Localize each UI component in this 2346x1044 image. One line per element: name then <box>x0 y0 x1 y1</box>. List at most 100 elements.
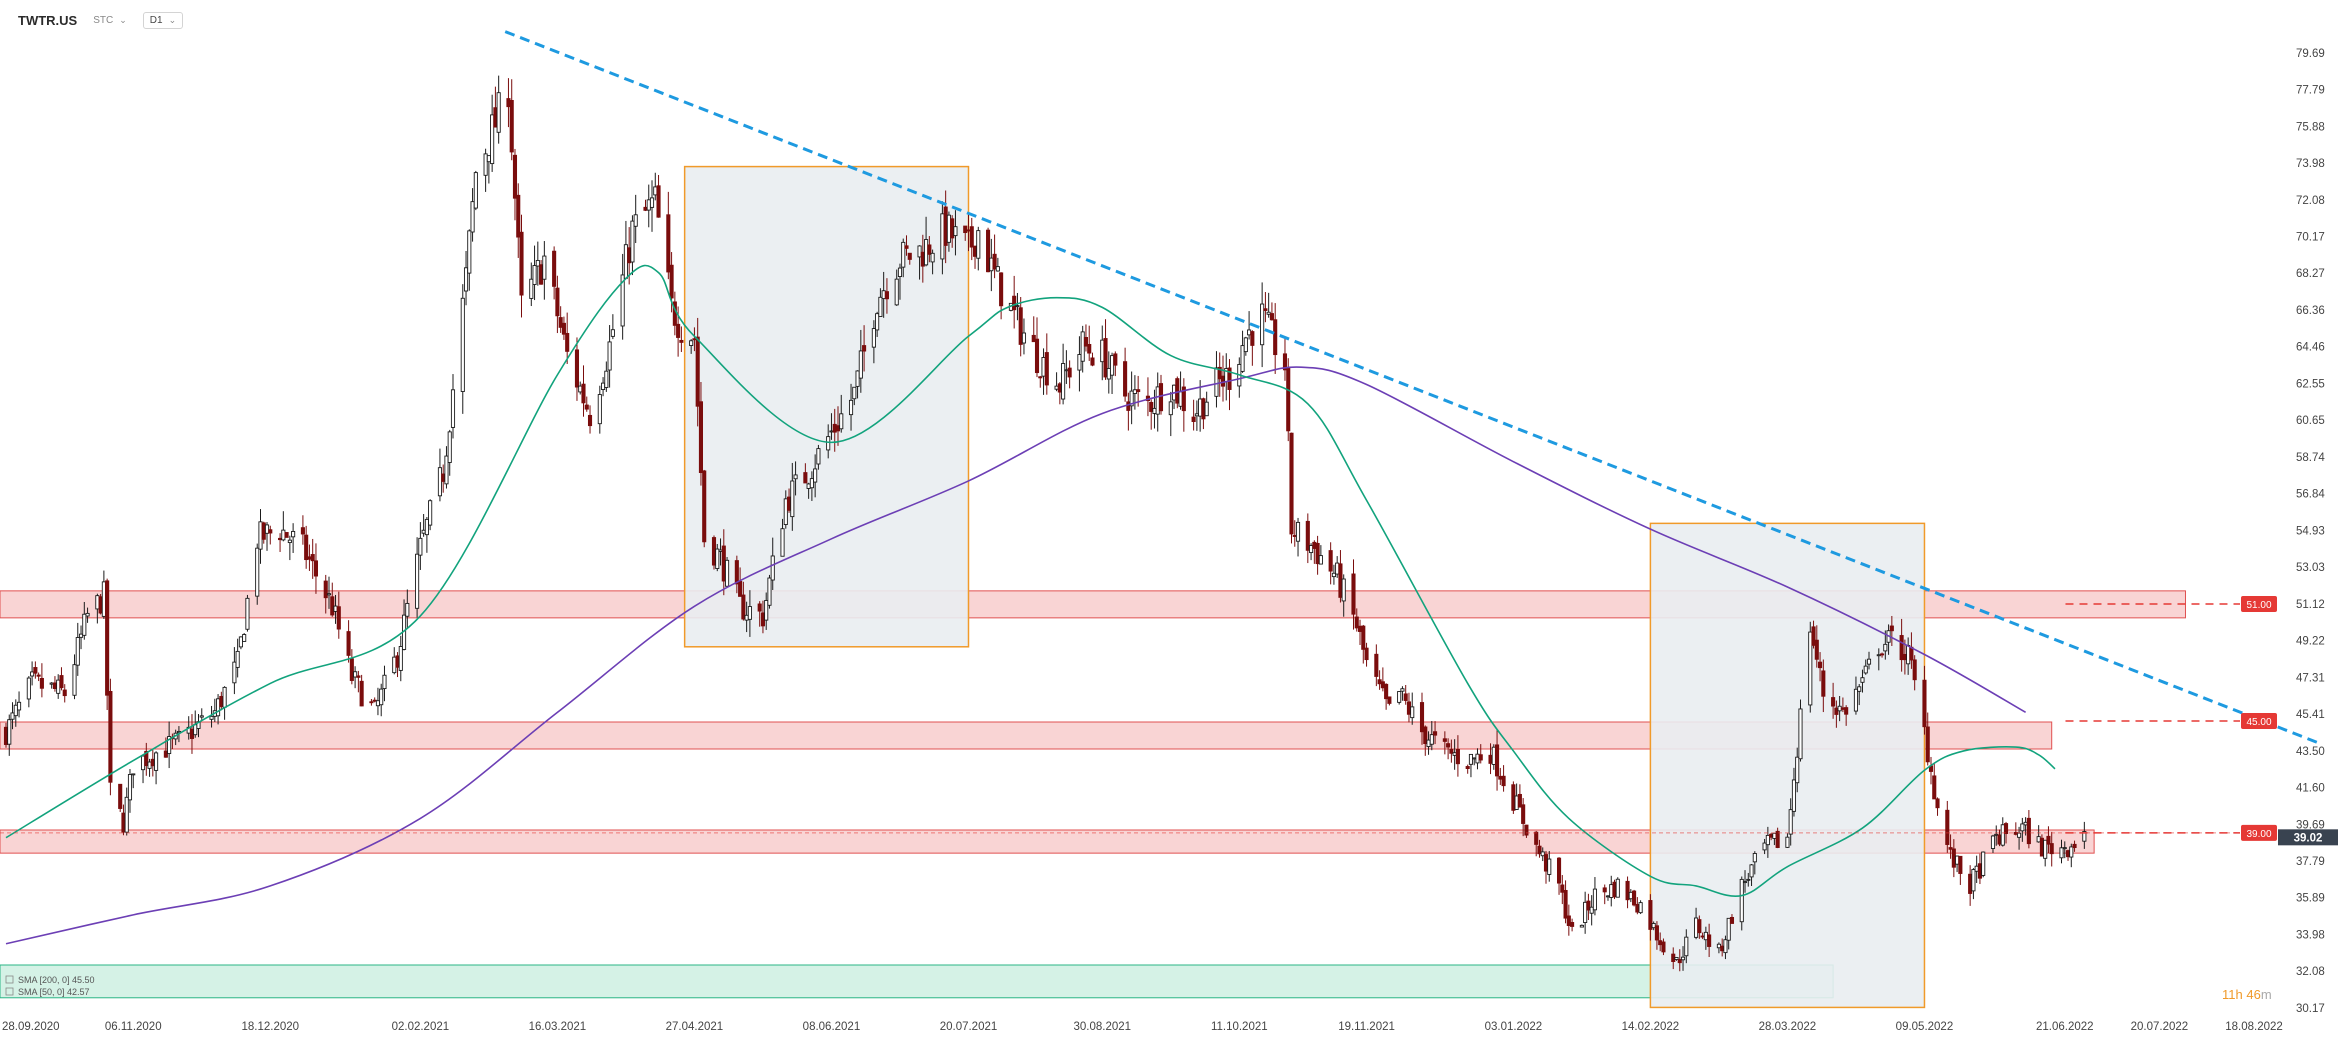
candle[interactable] <box>1925 712 1930 766</box>
resistance-zone[interactable] <box>0 829 2095 854</box>
candle[interactable] <box>969 217 974 261</box>
candle[interactable] <box>131 773 136 789</box>
candle[interactable] <box>1589 895 1594 926</box>
candle[interactable] <box>826 424 831 459</box>
candle[interactable] <box>1785 833 1790 848</box>
candle[interactable] <box>1400 686 1405 701</box>
candle[interactable] <box>473 170 478 211</box>
candle[interactable] <box>1038 375 1043 388</box>
source-selector[interactable]: STC ⌄ <box>93 15 127 26</box>
candle[interactable] <box>150 748 155 777</box>
candle[interactable] <box>574 337 580 401</box>
candle[interactable] <box>1168 391 1173 437</box>
candle[interactable] <box>1808 621 1813 713</box>
candle[interactable] <box>1077 336 1082 392</box>
candle[interactable] <box>1739 876 1744 931</box>
candle[interactable] <box>346 620 351 663</box>
candle[interactable] <box>140 755 146 784</box>
candle[interactable] <box>1377 670 1382 690</box>
candle[interactable] <box>1449 739 1454 763</box>
candle[interactable] <box>49 682 54 689</box>
candle[interactable] <box>356 670 361 693</box>
candle[interactable] <box>1990 834 1996 853</box>
candle[interactable] <box>878 288 883 317</box>
candle[interactable] <box>75 622 80 676</box>
candle[interactable] <box>245 594 250 632</box>
candle[interactable] <box>509 79 514 161</box>
candle[interactable] <box>1273 303 1278 374</box>
candle[interactable] <box>963 225 968 241</box>
candle[interactable] <box>313 543 319 594</box>
candle[interactable] <box>1566 904 1571 936</box>
candle[interactable] <box>1912 655 1917 691</box>
candle[interactable] <box>1380 667 1385 692</box>
candle[interactable] <box>927 236 932 263</box>
candle[interactable] <box>1328 542 1333 585</box>
candle[interactable] <box>561 316 566 340</box>
candle[interactable] <box>1364 642 1369 667</box>
candle[interactable] <box>1723 935 1728 960</box>
candle[interactable] <box>1635 897 1640 915</box>
candle[interactable] <box>1899 618 1904 672</box>
candle[interactable] <box>783 490 788 529</box>
candle[interactable] <box>1171 384 1177 410</box>
candle[interactable] <box>1857 684 1862 706</box>
candle[interactable] <box>516 183 521 258</box>
candle[interactable] <box>1795 747 1800 793</box>
candle[interactable] <box>1351 559 1356 630</box>
candle[interactable] <box>992 234 997 279</box>
candle[interactable] <box>578 381 583 395</box>
candle[interactable] <box>995 257 1000 272</box>
candle[interactable] <box>463 251 469 306</box>
candle[interactable] <box>219 691 224 711</box>
candle[interactable] <box>242 633 247 642</box>
candle[interactable] <box>447 429 452 476</box>
candle[interactable] <box>1387 696 1392 706</box>
candle[interactable] <box>1289 432 1294 544</box>
candle[interactable] <box>326 576 332 609</box>
candle[interactable] <box>1054 372 1059 392</box>
candle[interactable] <box>793 461 798 496</box>
candle[interactable] <box>1266 292 1271 318</box>
candle[interactable] <box>2020 817 2025 842</box>
candle[interactable] <box>1955 855 1960 873</box>
candle[interactable] <box>1563 880 1568 924</box>
candle[interactable] <box>300 515 305 545</box>
candle[interactable] <box>1155 372 1160 432</box>
candle[interactable] <box>268 525 273 545</box>
candle[interactable] <box>1419 692 1425 745</box>
candle[interactable] <box>1697 915 1702 939</box>
candle[interactable] <box>1625 876 1630 909</box>
candle[interactable] <box>1397 691 1402 705</box>
candle[interactable] <box>529 262 534 307</box>
candle[interactable] <box>1080 325 1085 373</box>
candle[interactable] <box>1543 850 1549 884</box>
candle[interactable] <box>653 172 658 201</box>
candle[interactable] <box>607 325 612 388</box>
candle[interactable] <box>1811 620 1816 649</box>
candle[interactable] <box>989 238 994 292</box>
candle[interactable] <box>734 555 739 594</box>
candle[interactable] <box>1442 731 1447 755</box>
candle[interactable] <box>428 499 433 531</box>
legend-entry[interactable]: SMA [50, 0] 42.57 <box>18 987 90 997</box>
candle[interactable] <box>1341 574 1346 617</box>
candle[interactable] <box>1684 929 1689 964</box>
candle[interactable] <box>666 191 671 280</box>
candle[interactable] <box>917 245 922 280</box>
candle[interactable] <box>1889 615 1894 646</box>
candle[interactable] <box>555 275 560 334</box>
candle[interactable] <box>291 523 296 553</box>
candle[interactable] <box>809 471 814 501</box>
candle[interactable] <box>437 448 442 502</box>
candle[interactable] <box>1201 397 1206 430</box>
candle[interactable] <box>1465 764 1470 774</box>
candle[interactable] <box>2065 849 2071 861</box>
candle[interactable] <box>1521 798 1526 837</box>
candle[interactable] <box>26 676 31 708</box>
candle[interactable] <box>62 684 67 703</box>
candle[interactable] <box>1981 851 1986 878</box>
candle[interactable] <box>78 625 84 650</box>
candle[interactable] <box>1612 879 1617 900</box>
candle[interactable] <box>1331 564 1336 585</box>
